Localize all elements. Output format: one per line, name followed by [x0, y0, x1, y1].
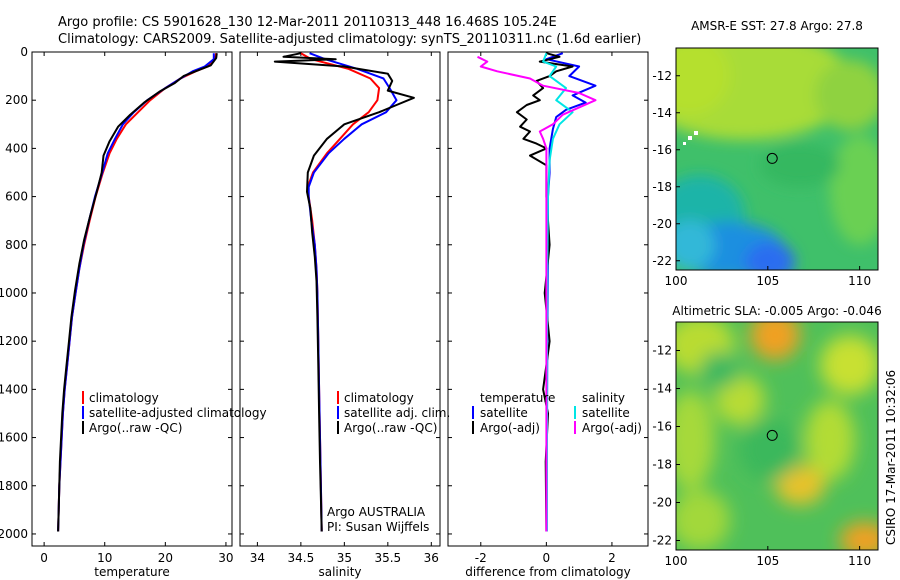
legend-label: satellite-adjusted climatology [89, 406, 267, 420]
legend-label: satellite [480, 406, 528, 420]
x-tick-label: 10 [97, 551, 112, 565]
x-tick-label: 36 [424, 551, 439, 565]
x-tick-label: 30 [218, 551, 233, 565]
y-tick-label: 800 [5, 238, 28, 252]
legend-label: Argo(-adj) [582, 421, 642, 435]
map-x-tick-label: 100 [665, 274, 688, 288]
map-x-tick-label: 110 [848, 554, 871, 568]
x-tick-label: 34.5 [288, 551, 315, 565]
sst-map-field [676, 48, 878, 270]
y-tick-label: 2000 [0, 527, 28, 541]
map-x-tick-label: 105 [756, 554, 779, 568]
sla-map-frame [675, 321, 879, 551]
map-y-tick-label: -12 [652, 344, 672, 358]
map-x-tick-label: 105 [756, 274, 779, 288]
map-y-tick-label: -16 [652, 420, 672, 434]
legend-label: climatology [89, 391, 159, 405]
x-tick-label: 0 [543, 551, 551, 565]
x-tick-label: 35.5 [374, 551, 401, 565]
y-tick-label: 0 [20, 45, 28, 59]
series-line-climatology [300, 52, 381, 532]
series-line-satellite [545, 52, 597, 532]
legend-label: Argo(-adj) [480, 421, 540, 435]
series-line-climatology [57, 53, 218, 532]
y-tick-label: 1000 [0, 286, 28, 300]
sst-argo-position-marker [766, 152, 778, 164]
temperature-legend: climatology satellite-adjusted climatolo… [82, 391, 267, 435]
series-line-argo-adj- [515, 52, 574, 532]
sla-map-title: Altimetric SLA: -0.005 Argo: -0.046 [672, 304, 881, 318]
x-axis-label: salinity [318, 565, 361, 579]
series-line-argo-raw-qc- [273, 52, 415, 532]
y-tick-label: 1400 [0, 382, 28, 396]
y-tick-label: 600 [5, 190, 28, 204]
y-tick-label: 200 [5, 93, 28, 107]
series-line-satellite-adjusted-climatology [57, 53, 215, 532]
legend-label: satellite [582, 406, 630, 420]
argo-australia-label: Argo AUSTRALIA [327, 505, 426, 519]
y-tick-label: 1600 [0, 431, 28, 445]
y-tick-label: 400 [5, 141, 28, 155]
legend-label: Argo(..raw -QC) [344, 421, 437, 435]
legend-title-temperature: temperature [480, 391, 555, 405]
sst-map-frame [675, 47, 879, 271]
map-y-tick-label: -22 [652, 534, 672, 548]
x-tick-label: 2 [608, 551, 616, 565]
y-tick-label: 1800 [0, 479, 28, 493]
plot-frame [447, 51, 649, 547]
y-tick-label: 1200 [0, 334, 28, 348]
figure-title-line2: Climatology: CARS2009. Satellite-adjuste… [58, 32, 641, 47]
sst-map-title: AMSR-E SST: 27.8 Argo: 27.8 [691, 19, 863, 33]
salinity-panel: 34 34.5 35 35.5 36 salinity [239, 51, 441, 579]
map-y-tick-label: -12 [652, 69, 672, 83]
map-y-tick-label: -18 [652, 180, 672, 194]
series-line-satellite [542, 52, 574, 532]
x-tick-label: 34 [250, 551, 265, 565]
map-x-tick-label: 110 [848, 274, 871, 288]
x-axis-label: difference from climatology [465, 565, 631, 579]
legend-label: Argo(..raw -QC) [89, 421, 182, 435]
map-x-tick-label: 100 [665, 554, 688, 568]
difference-legend: temperature satellite Argo(-adj) salinit… [472, 391, 642, 435]
x-tick-label: 0 [40, 551, 48, 565]
legend-label: satellite adj. clim. [344, 406, 450, 420]
csiro-timestamp: CSIRO 17-Mar-2011 10:32:06 [884, 370, 898, 545]
x-axis-label: temperature [94, 565, 169, 579]
series-line-argo-raw-qc- [57, 53, 218, 532]
map-y-tick-label: -16 [652, 143, 672, 157]
map-y-tick-label: -18 [652, 458, 672, 472]
map-y-tick-label: -20 [652, 217, 672, 231]
map-y-tick-label: -14 [652, 106, 672, 120]
sst-map-axes: 100 105 110 -12 -14 -16 -18 -20 -22 [652, 69, 871, 288]
legend-label: climatology [344, 391, 414, 405]
map-y-tick-label: -20 [652, 496, 672, 510]
map-y-tick-label: -14 [652, 382, 672, 396]
x-tick-label: 35 [337, 551, 352, 565]
salinity-legend: climatology satellite adj. clim. Argo(..… [327, 391, 450, 534]
series-line-argo-adj- [477, 55, 597, 532]
x-tick-label: -2 [475, 551, 487, 565]
plot-frame [239, 51, 441, 547]
legend-title-salinity: salinity [582, 391, 625, 405]
plot-frame [31, 51, 233, 547]
temperature-panel: 0 10 20 30 0 200 400 600 800 1000 1200 1400 1600 1800… [0, 45, 234, 579]
sla-argo-position-marker [766, 429, 778, 441]
sla-map-axes: 100 105 110 -12 -14 -16 -18 -20 -22 [652, 344, 871, 569]
figure-title-line1: Argo profile: CS 5901628_130 12-Mar-2011… [58, 15, 557, 30]
map-y-tick-label: -22 [652, 254, 672, 268]
pi-label: PI: Susan Wijffels [327, 520, 429, 534]
x-tick-label: 20 [158, 551, 173, 565]
